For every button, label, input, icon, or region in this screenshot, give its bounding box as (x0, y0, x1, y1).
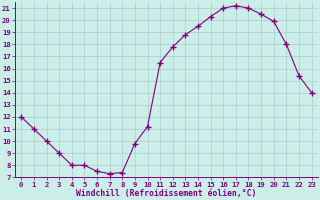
X-axis label: Windchill (Refroidissement éolien,°C): Windchill (Refroidissement éolien,°C) (76, 189, 257, 198)
